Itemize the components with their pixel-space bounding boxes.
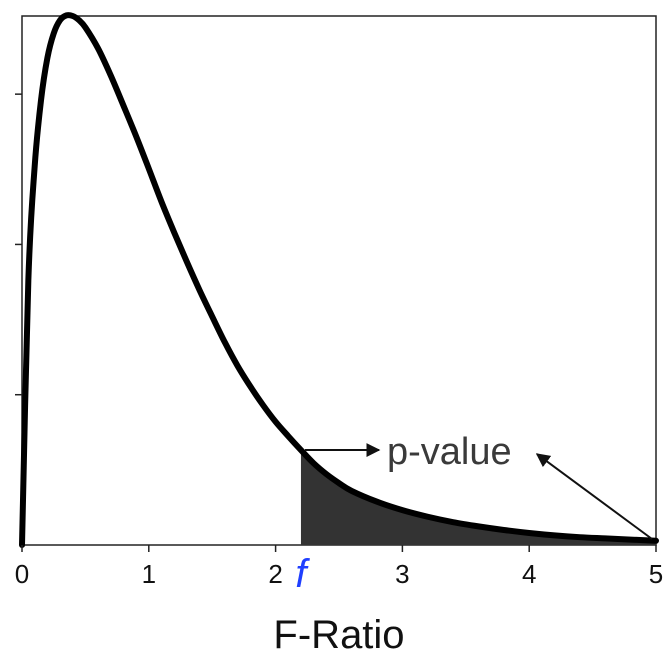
density-curve: [19, 12, 659, 548]
p-value-arrow-right: [535, 453, 653, 540]
x-tick-label: 2: [268, 559, 282, 589]
x-tick-label: 4: [522, 559, 536, 589]
x-tick-label: 5: [649, 559, 663, 589]
x-tick-label: 0: [15, 559, 29, 589]
p-value-shaded-area: [300, 450, 656, 545]
p-value-label: p-value: [387, 431, 512, 473]
x-axis-title: F-Ratio: [273, 613, 404, 657]
x-tick-label: 1: [142, 559, 156, 589]
f-critical-value-label: f: [295, 552, 310, 596]
x-tick-label: 3: [395, 559, 409, 589]
